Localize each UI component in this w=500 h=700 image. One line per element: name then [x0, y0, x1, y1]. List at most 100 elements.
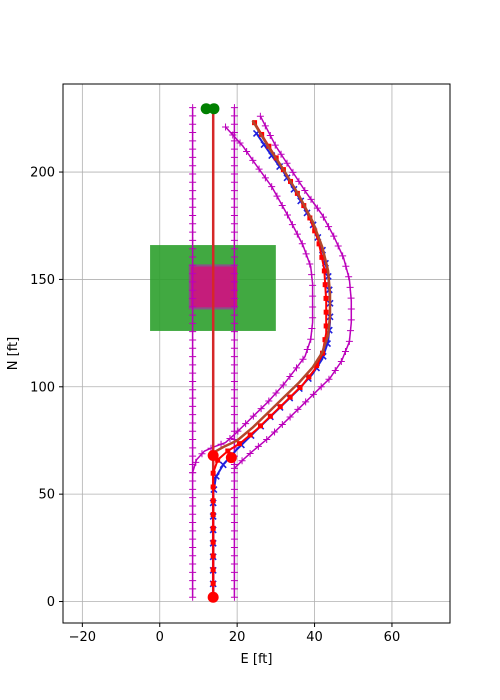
series-marker-plus — [189, 245, 197, 253]
series-marker-square — [210, 553, 216, 559]
series-marker-square — [323, 323, 329, 329]
series-marker-plus — [230, 543, 238, 551]
series-marker-plus — [230, 552, 238, 560]
x-tick-label: 20 — [229, 630, 246, 645]
series-marker-plus — [189, 137, 197, 145]
series-marker-plus — [265, 397, 273, 405]
series-marker-square — [210, 525, 216, 531]
series-marker-plus — [189, 369, 197, 377]
series-marker-square — [210, 512, 216, 518]
series-marker-plus — [230, 510, 238, 518]
series-marker-plus — [189, 253, 197, 261]
series-marker-square — [210, 580, 216, 586]
series-marker-plus — [189, 145, 197, 153]
series-marker-plus — [189, 585, 197, 593]
series-marker-plus — [230, 353, 238, 361]
series-marker-plus — [189, 162, 197, 170]
series-marker-plus — [306, 260, 314, 268]
series-marker-plus — [222, 123, 230, 131]
series-marker-plus — [230, 519, 238, 527]
series-marker-plus — [230, 585, 238, 593]
series-marker-plus — [256, 112, 264, 120]
series-marker-plus — [331, 366, 339, 374]
series-marker-plus — [246, 449, 254, 457]
series-marker-plus — [286, 372, 294, 380]
series-marker-plus — [189, 485, 197, 493]
series-marker-plus — [292, 364, 300, 372]
series-marker-plus — [254, 442, 262, 450]
series-marker-plus — [189, 519, 197, 527]
series-marker-plus — [288, 221, 296, 229]
series-marker-plus — [242, 420, 250, 428]
series-marker-plus — [189, 303, 197, 311]
series-marker-plus — [309, 281, 317, 289]
series-marker-plus — [230, 212, 238, 220]
series-marker-plus — [249, 156, 257, 164]
series-marker-plus — [229, 131, 237, 139]
series-marker-plus — [308, 271, 316, 279]
x-tick-label: 0 — [156, 630, 164, 645]
series-marker-plus — [271, 428, 279, 436]
series-marker-square — [287, 394, 293, 400]
series-marker-plus — [230, 278, 238, 286]
series-marker-plus — [347, 294, 355, 302]
series-marker-plus — [313, 204, 321, 212]
series-marker-plus — [189, 270, 197, 278]
series-marker-plus — [230, 485, 238, 493]
series-marker-square — [247, 432, 253, 438]
series-marker-square — [257, 423, 263, 429]
series-marker-plus — [278, 202, 286, 210]
series-marker-plus — [317, 383, 325, 391]
series-marker-plus — [230, 494, 238, 502]
series-marker-plus — [263, 436, 271, 444]
series-marker-plus — [325, 375, 333, 383]
series-marker-plus — [189, 187, 197, 195]
series-marker-plus — [230, 203, 238, 211]
series-marker-plus — [189, 444, 197, 452]
series-marker-plus — [272, 389, 280, 397]
series-marker-plus — [347, 305, 355, 313]
series-marker-plus — [230, 402, 238, 410]
series-marker-plus — [230, 535, 238, 543]
series-marker-plus — [261, 122, 269, 130]
plot-frame — [62, 83, 451, 624]
series-marker-plus — [189, 336, 197, 344]
series-marker-plus — [189, 510, 197, 518]
series-line — [212, 132, 331, 598]
y-tick-label: 150 — [30, 273, 55, 288]
series-group — [189, 104, 355, 601]
series-marker-plus — [198, 450, 206, 458]
series-marker-square — [215, 457, 221, 463]
series-marker-plus — [243, 148, 251, 156]
series-marker-plus — [189, 112, 197, 120]
series-marker-plus — [255, 165, 263, 173]
series-marker-plus — [189, 278, 197, 286]
series-marker-square — [277, 404, 283, 410]
ticks: −20 0 20 40 60 0 50 100 150 200 — [30, 166, 400, 645]
series-marker-plus — [189, 543, 197, 551]
series-marker-square — [225, 448, 231, 454]
series-marker-plus — [189, 236, 197, 244]
series-marker-plus — [346, 283, 354, 291]
series-marker-square — [321, 268, 327, 274]
series-marker-plus — [230, 228, 238, 236]
series-marker-plus — [189, 361, 197, 369]
series-marker-square — [236, 441, 242, 447]
series-marker-plus — [189, 328, 197, 336]
point-marker — [200, 103, 212, 115]
series-marker-plus — [309, 292, 317, 300]
series-marker-plus — [230, 593, 238, 601]
series-marker-plus — [189, 377, 197, 385]
series-marker-plus — [325, 223, 333, 231]
series-marker-plus — [189, 261, 197, 269]
series-marker-plus — [230, 386, 238, 394]
point-marker — [207, 450, 219, 462]
series-marker-plus — [230, 153, 238, 161]
series-marker-square — [322, 282, 328, 288]
y-tick-label: 100 — [30, 380, 55, 395]
series-marker-square — [210, 498, 216, 504]
series-marker-plus — [283, 159, 291, 167]
series-marker-square — [210, 567, 216, 573]
series-marker-plus — [230, 369, 238, 377]
series-marker-plus — [249, 412, 257, 420]
